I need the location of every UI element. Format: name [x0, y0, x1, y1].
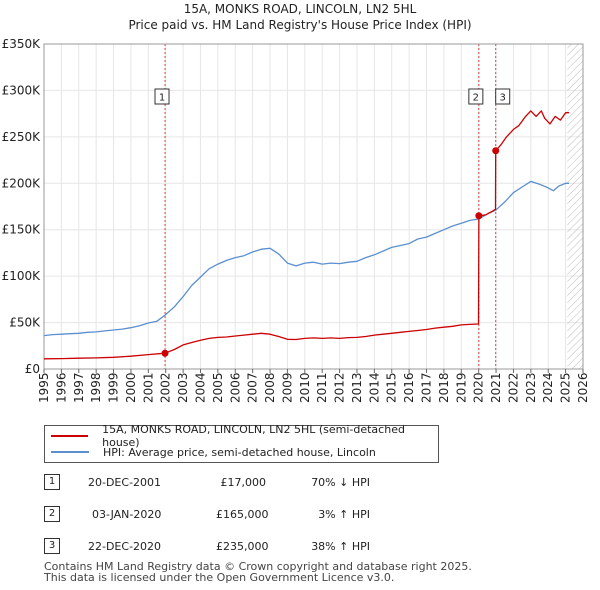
transaction-price: £165,000: [216, 508, 269, 521]
legend-swatch-hpi: [51, 451, 89, 453]
chart-title: 15A, MONKS ROAD, LINCOLN, LN2 5HL: [183, 2, 417, 16]
plot-area: [44, 44, 583, 369]
x-tick-label: 2003: [176, 372, 190, 403]
x-tick-label: 1995: [37, 372, 51, 403]
transaction-hpi: 3% ↑ HPI: [318, 508, 370, 521]
chart-subtitle: Price paid vs. HM Land Registry's House …: [128, 18, 472, 32]
x-tick-label: 2023: [524, 372, 538, 403]
footer-copyright: Contains HM Land Registry data © Crown c…: [44, 561, 472, 583]
x-tick-label: 2000: [124, 372, 138, 403]
x-tick-label: 2021: [489, 372, 503, 403]
footer-line: This data is licensed under the Open Gov…: [44, 571, 395, 584]
x-tick-label: 2011: [315, 372, 329, 403]
sale-number-label: 1: [159, 93, 165, 104]
x-tick-label: 2001: [141, 372, 155, 403]
x-tick-label: 2010: [298, 372, 312, 403]
x-tick-label: 2004: [193, 372, 207, 403]
x-tick-label: 2024: [541, 372, 555, 403]
x-tick-label: 1998: [89, 372, 103, 403]
legend-item-property: 15A, MONKS ROAD, LINCOLN, LN2 5HL (semi-…: [51, 423, 438, 449]
y-tick-label: £200K: [2, 176, 42, 190]
sale-number-frame: [495, 88, 511, 105]
x-tick-label: 2006: [228, 372, 242, 403]
legend-label-hpi: HPI: Average price, semi-detached house,…: [103, 445, 376, 459]
transaction-marker: 2: [44, 506, 60, 522]
transaction-price: £17,000: [220, 476, 267, 489]
x-tick-label: 2013: [350, 372, 364, 403]
projection-region: [567, 44, 583, 369]
transaction-marker: 1: [44, 474, 60, 490]
sale-number-box: 3: [495, 88, 511, 105]
y-tick-label: £50K: [9, 316, 41, 330]
x-tick-label: 2020: [472, 372, 486, 403]
legend-item-hpi: HPI: Average price, semi-detached house,…: [51, 445, 376, 459]
x-tick-label: 2016: [402, 372, 416, 403]
y-tick-label: £100K: [2, 269, 42, 283]
x-tick-label: 1997: [72, 372, 86, 403]
y-tick-label: £0: [25, 362, 40, 376]
x-tick-label: 2018: [437, 372, 451, 403]
y-tick-label: £150K: [2, 223, 42, 237]
transaction-date: 03-JAN-2020: [92, 508, 162, 521]
x-tick-label: 2025: [559, 372, 573, 403]
y-tick-label: £300K: [2, 83, 42, 97]
x-tick-label: 2002: [159, 372, 173, 403]
sale-number-label: 3: [500, 93, 506, 104]
series-line-property: [43, 110, 570, 360]
transaction-marker: 3: [44, 538, 60, 554]
x-tick-label: 2017: [420, 372, 434, 403]
transaction-price: £235,000: [216, 540, 269, 553]
sale-point: [475, 212, 483, 220]
plot-border: [43, 43, 584, 370]
transaction-date: 22-DEC-2020: [88, 540, 162, 553]
table-row: 2 03-JAN-2020 £165,000 3% ↑ HPI: [0, 506, 600, 526]
x-tick-label: 2005: [211, 372, 225, 403]
chart-legend: 15A, MONKS ROAD, LINCOLN, LN2 5HL (semi-…: [44, 423, 439, 463]
table-row: 3 22-DEC-2020 £235,000 38% ↑ HPI: [0, 538, 600, 558]
sale-number-frame: [468, 88, 484, 105]
sale-number-box: 2: [468, 88, 484, 105]
sale-point: [161, 349, 169, 357]
table-row: 1 20-DEC-2001 £17,000 70% ↓ HPI: [0, 474, 600, 494]
transaction-hpi: 38% ↑ HPI: [311, 540, 370, 553]
x-tick-label: 1999: [107, 372, 121, 403]
transaction-hpi: 70% ↓ HPI: [311, 476, 370, 489]
x-tick-label: 2019: [454, 372, 468, 403]
footer-line: Contains HM Land Registry data © Crown c…: [44, 560, 472, 573]
transaction-date: 20-DEC-2001: [88, 476, 162, 489]
x-tick-label: 1996: [54, 372, 68, 403]
y-tick-label: £250K: [2, 130, 42, 144]
x-tick-label: 2026: [576, 372, 590, 403]
x-tick-label: 2012: [333, 372, 347, 403]
x-tick-label: 2014: [367, 372, 381, 403]
x-tick-label: 2007: [246, 372, 260, 403]
legend-label-property: 15A, MONKS ROAD, LINCOLN, LN2 5HL (semi-…: [102, 423, 405, 449]
x-tick-label: 2008: [263, 372, 277, 403]
sale-number-label: 2: [473, 93, 479, 104]
x-tick-label: 2009: [280, 372, 294, 403]
sale-number-box: 1: [154, 88, 170, 105]
price-chart: 1 2 3 £0 £50K £100K £150K £200K £250K £300K £350K 1…: [2, 37, 590, 403]
x-tick-label: 2022: [506, 372, 520, 403]
y-tick-label: £350K: [2, 37, 42, 51]
sale-number-frame: [154, 88, 170, 105]
sale-point: [492, 147, 500, 155]
x-tick-label: 2015: [385, 372, 399, 403]
legend-swatch-property: [51, 435, 89, 437]
